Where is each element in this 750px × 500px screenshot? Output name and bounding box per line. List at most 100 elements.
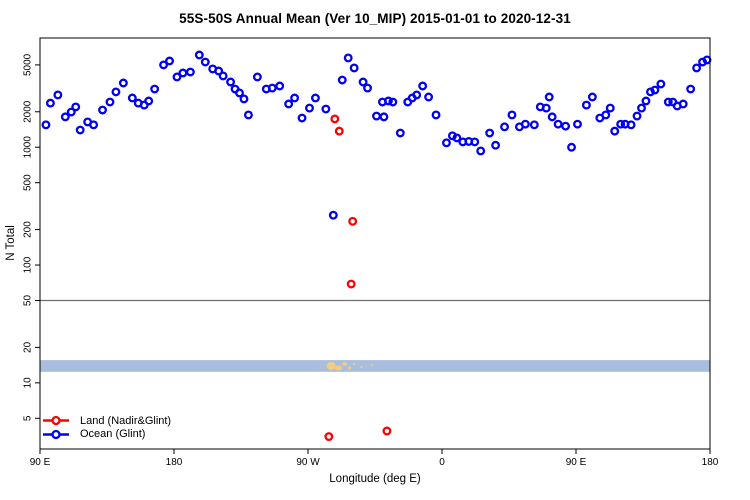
data-point-ocean — [218, 71, 228, 81]
data-point-land — [348, 216, 358, 226]
data-point-ocean — [243, 110, 253, 120]
plot-border — [39, 37, 711, 450]
y-tick-label: 10 — [23, 377, 34, 389]
land-patch — [342, 361, 347, 366]
data-point-ocean — [310, 93, 320, 103]
data-point-ocean — [544, 92, 554, 102]
chart-title: 55S-50S Annual Mean (Ver 10_MIP) 2015-01… — [179, 11, 571, 26]
data-point-ocean — [424, 92, 434, 102]
data-point-ocean — [485, 128, 495, 138]
y-tick-label: 5 — [23, 415, 34, 421]
data-point-ocean — [111, 87, 121, 97]
data-point-ocean — [178, 68, 188, 78]
data-point-ocean — [388, 97, 398, 107]
x-axis-title: Longitude (deg E) — [329, 473, 421, 485]
data-point-ocean — [349, 63, 359, 73]
data-point-ocean — [395, 128, 405, 138]
data-point-ocean — [172, 72, 182, 82]
legend-item-land: Land (Nadir&Glint) — [42, 414, 171, 428]
data-point-ocean — [476, 146, 486, 156]
data-point-ocean — [75, 125, 85, 135]
y-tick-label: 200 — [23, 221, 34, 238]
data-point-land — [330, 114, 340, 124]
y-tick-label: 20 — [23, 341, 34, 353]
data-point-ocean — [41, 120, 51, 130]
x-tick-label: 90 E — [30, 457, 51, 468]
data-point-ocean — [328, 210, 338, 220]
data-point-ocean — [581, 100, 591, 110]
data-point-land — [346, 279, 356, 289]
data-point-ocean — [470, 137, 480, 147]
data-point-ocean — [601, 110, 611, 120]
land-marker-icon — [43, 416, 69, 426]
data-point-ocean — [235, 88, 244, 98]
x-tick-label: 0 — [439, 457, 445, 468]
data-point-ocean — [702, 55, 712, 65]
data-point-ocean — [686, 84, 696, 94]
data-point-ocean — [626, 120, 636, 130]
land-patch — [348, 366, 352, 370]
data-point-ocean — [127, 93, 137, 103]
data-point-ocean — [144, 96, 154, 106]
data-point-ocean — [252, 72, 262, 82]
data-point-ocean — [605, 103, 615, 113]
data-point-ocean — [165, 56, 174, 66]
data-point-land — [334, 126, 344, 136]
data-point-ocean — [692, 63, 702, 73]
land-patch — [334, 365, 343, 371]
x-tick-label: 180 — [702, 457, 719, 468]
data-point-ocean — [520, 119, 530, 129]
data-point-ocean — [573, 119, 582, 129]
data-point-ocean — [561, 121, 571, 131]
data-point-ocean — [297, 113, 307, 123]
legend-item-ocean: Ocean (Glint) — [42, 428, 171, 442]
data-point-ocean — [185, 67, 195, 77]
data-point-ocean — [529, 120, 539, 130]
data-point-land — [324, 432, 334, 441]
data-point-ocean — [214, 66, 224, 76]
data-point-ocean — [200, 57, 210, 67]
data-point-ocean — [610, 126, 620, 136]
data-point-ocean — [418, 81, 428, 91]
data-point-ocean — [507, 110, 517, 120]
data-point-ocean — [641, 96, 651, 106]
data-point-ocean — [645, 87, 655, 97]
legend: Land (Nadir&Glint) Ocean (Glint) — [42, 414, 171, 441]
data-point-ocean — [491, 140, 501, 150]
data-point-ocean — [412, 90, 422, 100]
data-point-ocean — [60, 112, 70, 122]
data-point-ocean — [442, 138, 451, 148]
data-point-ocean — [650, 85, 660, 95]
data-point-ocean — [637, 103, 646, 113]
data-point-ocean — [45, 98, 55, 108]
data-point-ocean — [383, 96, 393, 106]
data-point-ocean — [656, 79, 666, 89]
data-point-ocean — [678, 99, 688, 109]
data-point-ocean — [379, 112, 389, 122]
y-axis-title: N Total — [5, 225, 17, 261]
data-point-ocean — [567, 142, 576, 152]
data-point-ocean — [98, 105, 107, 115]
data-point-ocean — [616, 119, 626, 129]
legend-label-land: Land (Nadir&Glint) — [80, 414, 172, 427]
data-point-ocean — [89, 120, 99, 130]
data-point-ocean — [321, 104, 331, 114]
data-point-ocean — [632, 111, 642, 121]
y-tick-label: 1000 — [23, 136, 34, 159]
ocean-marker-icon — [43, 429, 69, 439]
data-point-ocean — [500, 122, 509, 132]
y-tick-label: 2000 — [23, 100, 34, 123]
data-point-ocean — [66, 107, 76, 117]
data-point-ocean — [372, 111, 381, 121]
data-point-ocean — [150, 84, 160, 94]
data-point-ocean — [663, 97, 673, 107]
data-point-ocean — [194, 50, 204, 60]
land-patch — [360, 365, 363, 368]
data-point-ocean — [275, 81, 285, 91]
data-point-ocean — [431, 110, 441, 120]
land-patch — [352, 362, 356, 365]
data-point-ocean — [159, 60, 169, 70]
data-point-ocean — [71, 102, 81, 112]
y-tick-label: 50 — [23, 295, 34, 307]
